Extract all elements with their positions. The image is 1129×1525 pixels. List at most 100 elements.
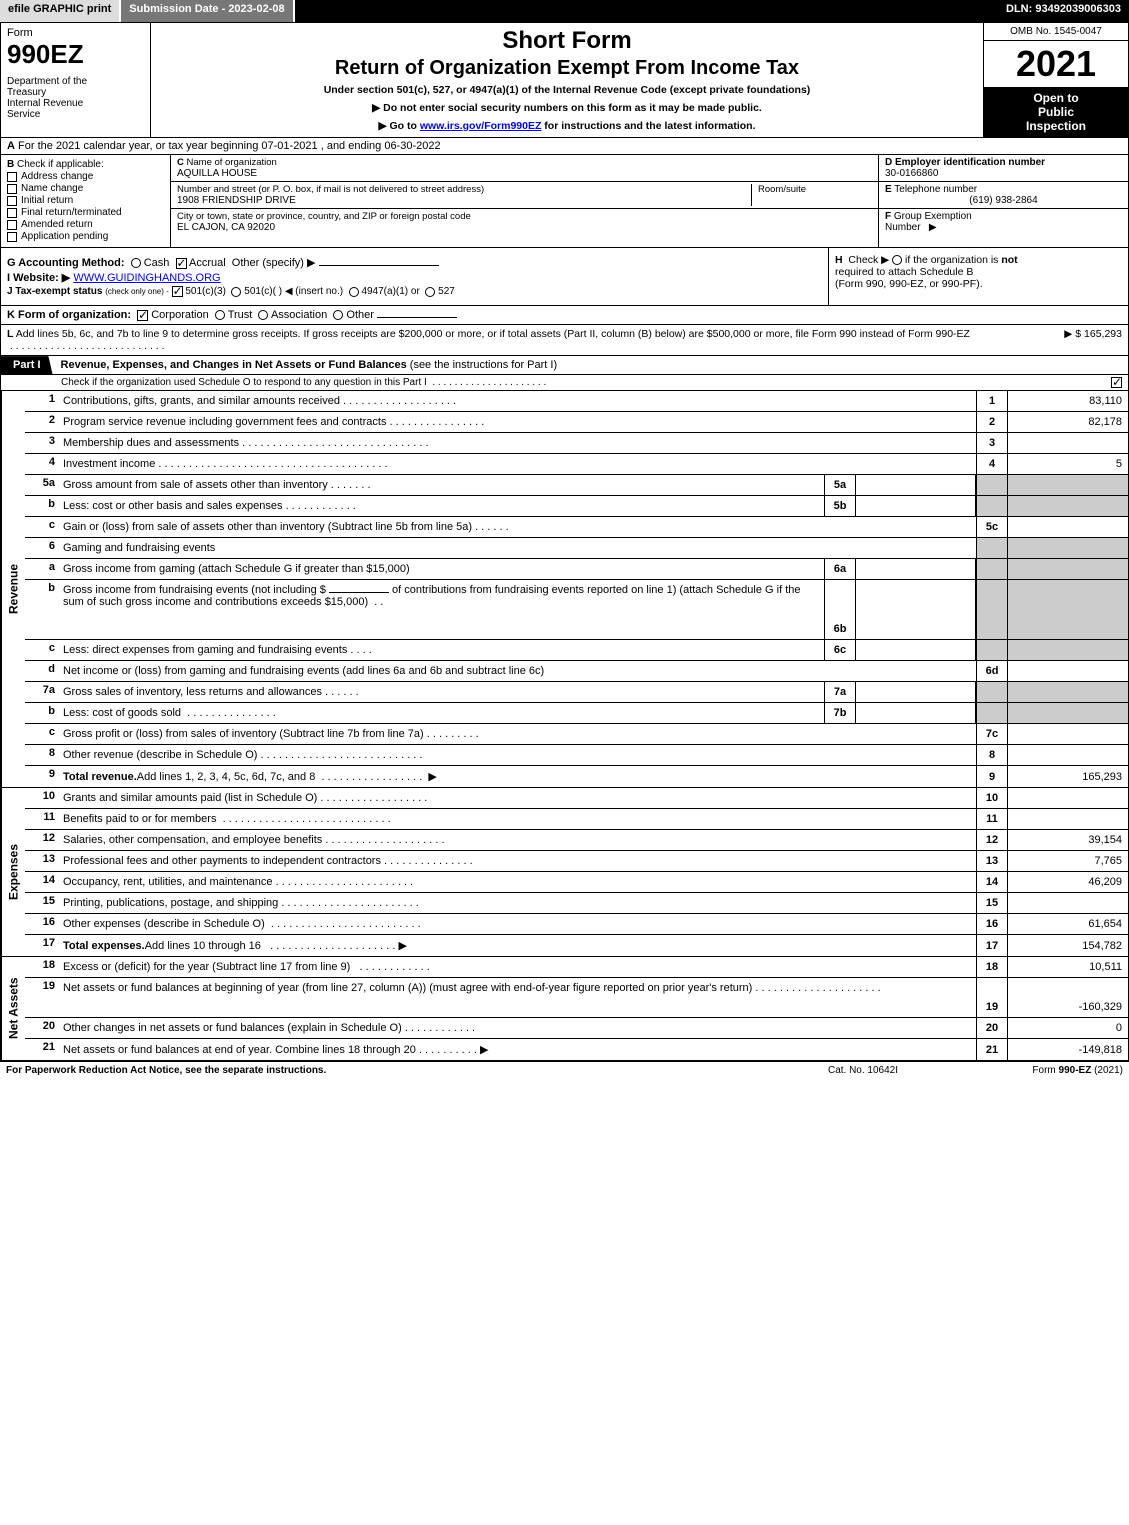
l-amount: ▶ $ 165,293 — [1056, 328, 1122, 352]
ln-desc-text: Less: cost of goods sold — [63, 707, 181, 719]
ln-num: 1 — [25, 391, 59, 411]
b-opt-final[interactable]: Final return/terminated — [7, 207, 164, 218]
l6b-input[interactable] — [329, 592, 389, 593]
g-other-input[interactable] — [319, 265, 439, 266]
ln-num: 3 — [25, 433, 59, 453]
ln-desc: Benefits paid to or for members . . . . … — [59, 809, 976, 829]
line-4: 4 Investment income . . . . . . . . . . … — [25, 454, 1128, 475]
radio-icon[interactable] — [425, 287, 435, 297]
ln-desc: Net income or (loss) from gaming and fun… — [59, 661, 976, 681]
col-def: D Employer identification number 30-0166… — [878, 155, 1128, 247]
l-text: L Add lines 5b, 6c, and 7b to line 9 to … — [7, 328, 1056, 352]
website-link[interactable]: WWW.GUIDINGHANDS.ORG — [73, 272, 220, 284]
g-line: G Accounting Method: Cash Accrual Other … — [7, 256, 822, 269]
rt-val-shaded — [1008, 538, 1128, 558]
e-cell: E Telephone number (619) 938-2864 — [879, 182, 1128, 209]
k-o4: Other — [346, 309, 374, 321]
line-13: 13 Professional fees and other payments … — [25, 851, 1128, 872]
ln-desc: Grants and similar amounts paid (list in… — [59, 788, 976, 808]
b-opt-name[interactable]: Name change — [7, 183, 164, 194]
part1-sub-check[interactable] — [1102, 377, 1122, 388]
c-name-val: AQUILLA HOUSE — [177, 168, 872, 179]
c-name-cell: C Name of organization AQUILLA HOUSE — [171, 155, 878, 182]
ln-desc-text: Excess or (deficit) for the year (Subtra… — [63, 961, 350, 973]
ln-desc-text: Gross sales of inventory, less returns a… — [63, 686, 322, 698]
line-6c: c Less: direct expenses from gaming and … — [25, 640, 1128, 661]
mid-num: 6a — [824, 559, 856, 579]
checkbox-icon[interactable] — [176, 258, 187, 269]
radio-icon[interactable] — [231, 287, 241, 297]
part1-sub: Check if the organization used Schedule … — [1, 375, 1128, 391]
rt-num: 3 — [976, 433, 1008, 453]
rt-val-shaded — [1008, 559, 1128, 579]
irs-link[interactable]: www.irs.gov/Form990EZ — [420, 120, 542, 132]
mid-val — [856, 496, 976, 516]
rt-val — [1008, 745, 1128, 765]
ln-desc-text: Program service revenue including govern… — [63, 416, 386, 428]
omb-label: OMB No. 1545-0047 — [984, 23, 1128, 41]
checkbox-icon[interactable] — [172, 286, 183, 297]
b-opt-address[interactable]: Address change — [7, 171, 164, 182]
mid-num: 6b — [824, 580, 856, 639]
rt-val: 10,511 — [1008, 957, 1128, 977]
b-opt-pending[interactable]: Application pending — [7, 231, 164, 242]
ln-desc-text: Membership dues and assessments — [63, 437, 239, 449]
part1-tab: Part I — [1, 356, 53, 374]
radio-icon[interactable] — [131, 258, 141, 268]
line-6a: a Gross income from gaming (attach Sched… — [25, 559, 1128, 580]
rt-num: 21 — [976, 1039, 1008, 1060]
c-room-label: Room/suite — [758, 184, 872, 195]
ln-desc-text: Printing, publications, postage, and shi… — [63, 897, 278, 909]
checkbox-icon[interactable] — [137, 310, 148, 321]
ln-num: 14 — [25, 872, 59, 892]
ln-desc: Less: direct expenses from gaming and fu… — [59, 640, 824, 660]
line-9: 9 Total revenue. Add lines 1, 2, 3, 4, 5… — [25, 766, 1128, 787]
line-17: 17 Total expenses. Add lines 10 through … — [25, 935, 1128, 956]
k-other-input[interactable] — [377, 317, 457, 318]
checkbox-icon — [1111, 377, 1122, 388]
rt-val: -149,818 — [1008, 1039, 1128, 1060]
radio-icon[interactable] — [258, 310, 268, 320]
part1-paren: (see the instructions for Part I) — [410, 359, 557, 371]
b-opt-amended[interactable]: Amended return — [7, 219, 164, 230]
efile-print-label[interactable]: efile GRAPHIC print — [0, 0, 121, 22]
expenses-lines: 10 Grants and similar amounts paid (list… — [25, 788, 1128, 956]
ln-num: d — [25, 661, 59, 681]
rt-num-shaded — [976, 475, 1008, 495]
ln-desc-text: Gross profit or (loss) from sales of inv… — [63, 728, 424, 740]
revenue-side-label: Revenue — [1, 391, 25, 787]
rt-num: 2 — [976, 412, 1008, 432]
radio-icon[interactable] — [333, 310, 343, 320]
rt-num: 18 — [976, 957, 1008, 977]
h-text4: (Form 990, 990-EZ, or 990-PF). — [835, 278, 983, 290]
mid-val — [856, 682, 976, 702]
header-right: OMB No. 1545-0047 2021 Open toPublicInsp… — [983, 23, 1128, 137]
gh-row: G Accounting Method: Cash Accrual Other … — [1, 248, 1128, 306]
line-6d: d Net income or (loss) from gaming and f… — [25, 661, 1128, 682]
ln-desc: Gaming and fundraising events — [59, 538, 976, 558]
mid-num: 5b — [824, 496, 856, 516]
dln-label: DLN: 93492039006303 — [998, 0, 1129, 22]
radio-icon[interactable] — [892, 255, 902, 265]
ln-desc-text: Occupancy, rent, utilities, and maintena… — [63, 876, 273, 888]
rt-val — [1008, 724, 1128, 744]
radio-icon[interactable] — [215, 310, 225, 320]
bc-def-row: B Check if applicable: Address change Na… — [1, 155, 1128, 248]
ln-num: 21 — [25, 1039, 59, 1060]
footer-left: For Paperwork Reduction Act Notice, see … — [6, 1065, 763, 1076]
ln-desc: Gross sales of inventory, less returns a… — [59, 682, 824, 702]
rt-val: 154,782 — [1008, 935, 1128, 956]
header-center: Short Form Return of Organization Exempt… — [151, 23, 983, 137]
subtitle-2: ▶ Do not enter social security numbers o… — [159, 102, 975, 114]
b-opt-initial[interactable]: Initial return — [7, 195, 164, 206]
line-19: 19 Net assets or fund balances at beginn… — [25, 978, 1128, 1018]
radio-icon[interactable] — [349, 287, 359, 297]
b-opt-label: Application pending — [21, 231, 108, 242]
dept-label: Department of theTreasuryInternal Revenu… — [7, 76, 144, 120]
ln-desc: Total revenue. Add lines 1, 2, 3, 4, 5c,… — [59, 766, 976, 787]
rt-num: 6d — [976, 661, 1008, 681]
ln-desc: Other revenue (describe in Schedule O) .… — [59, 745, 976, 765]
ln-desc: Total expenses. Add lines 10 through 16 … — [59, 935, 976, 956]
line-21: 21 Net assets or fund balances at end of… — [25, 1039, 1128, 1060]
expenses-side-label: Expenses — [1, 788, 25, 956]
